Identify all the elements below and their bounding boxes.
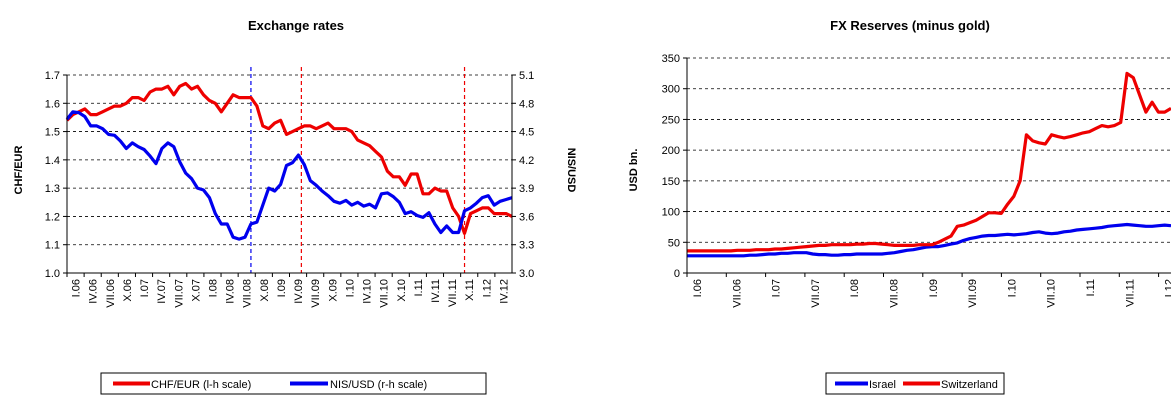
y-tick-label-right: 3.6 xyxy=(519,211,534,223)
series-line-nis-usd xyxy=(65,110,513,241)
x-tick-label: VII.10 xyxy=(1046,279,1058,308)
y-tick-label: 150 xyxy=(662,176,680,188)
x-tick-label: VII.11 xyxy=(1124,279,1136,307)
y-tick-label: 0 xyxy=(674,268,680,280)
x-tick-label: I.07 xyxy=(139,279,151,297)
x-tick-label: VII.11 xyxy=(447,279,459,307)
y-tick-label: 300 xyxy=(662,84,680,96)
chart-title: Exchange rates xyxy=(248,18,344,33)
grid xyxy=(687,57,1171,243)
x-tick-label: VII.07 xyxy=(173,279,185,308)
y-tick-label: 1.2 xyxy=(45,211,60,223)
x-tick-label: VII.06 xyxy=(731,279,743,308)
y-tick-label: 1.7 xyxy=(45,70,60,82)
x-tick-label: VII.08 xyxy=(889,279,901,308)
y-tick-label-right: 5.1 xyxy=(519,70,534,82)
y-axis-label: USD bn. xyxy=(628,149,640,192)
y-tick-label: 1.6 xyxy=(45,98,60,110)
y-tick-label-right: 4.5 xyxy=(519,127,534,139)
x-tick-label: I.06 xyxy=(692,279,704,297)
y-tick-label: 350 xyxy=(662,53,680,65)
fx-reserves-chart: FX Reserves (minus gold) 0 50 100 150 200 250… xyxy=(628,18,1171,395)
x-tick-label: X.11 xyxy=(464,279,476,301)
legend: CHF/EUR (l-h scale) NIS/USD (r-h scale) xyxy=(100,372,487,395)
y-tick-label: 250 xyxy=(662,114,680,126)
x-tick-label: VII.06 xyxy=(105,279,117,308)
y-tick-label: 50 xyxy=(668,237,680,249)
x-tick-label: I.12 xyxy=(1164,279,1171,297)
x-tick-labels: I.06 VII.06 I.07 VII.07 I.08 VII.08 I.09 VII.09… xyxy=(686,273,1171,308)
y-tick-label-right: 3.9 xyxy=(519,183,534,195)
series-line-chf-eur xyxy=(65,81,513,235)
y-tick-label: 1.1 xyxy=(45,240,60,252)
series-lines xyxy=(65,81,513,241)
y-tick-labels-left: 1.0 1.1 1.2 1.3 1.4 1.5 1.6 1.7 xyxy=(45,70,60,280)
y-axis-label-right: NIS/USD xyxy=(565,148,577,193)
x-tick-labels: I.06 IV.06 VII.06 X.06 I.07 IV.07 VII.07 X.07 I.… xyxy=(66,273,510,308)
x-tick-label: IV.07 xyxy=(156,279,168,304)
x-tick-label: VII.08 xyxy=(242,279,254,308)
y-tick-label-right: 4.2 xyxy=(519,155,534,167)
x-tick-label: X.06 xyxy=(122,279,134,302)
x-tick-label: I.06 xyxy=(71,279,83,297)
y-tick-label-right: 4.8 xyxy=(519,98,534,110)
x-tick-label: I.10 xyxy=(344,279,356,297)
x-tick-label: IV.09 xyxy=(293,279,305,304)
legend: Israel Switzerland xyxy=(825,372,1005,395)
y-axis-label: CHF/EUR xyxy=(13,146,25,195)
y-tick-label: 1.5 xyxy=(45,127,60,139)
y-tick-label: 100 xyxy=(662,207,680,219)
x-tick-label: X.09 xyxy=(327,279,339,302)
x-tick-label: I.11 xyxy=(1085,279,1097,297)
x-tick-label: IV.10 xyxy=(362,279,374,304)
x-tick-label: I.07 xyxy=(771,279,783,297)
y-tick-label: 1.4 xyxy=(45,155,60,167)
legend-label-switzerland: Switzerland xyxy=(941,379,998,391)
y-tick-label: 1.0 xyxy=(45,268,60,280)
x-tick-label: VII.10 xyxy=(379,279,391,308)
x-tick-label: I.10 xyxy=(1006,279,1018,297)
x-tick-label: X.10 xyxy=(396,279,408,302)
x-tick-label: IV.12 xyxy=(498,279,510,304)
axes xyxy=(63,74,516,274)
y-tick-label-right: 3.3 xyxy=(519,240,534,252)
series-line-switzerland xyxy=(687,71,1171,253)
exchange-rates-chart: Exchange rates 1.01.11.21.31.41.51.61.7 … xyxy=(13,18,577,395)
grid xyxy=(67,74,512,246)
x-tick-label: IV.06 xyxy=(88,279,100,304)
chart-title: FX Reserves (minus gold) xyxy=(830,18,990,33)
x-tick-label: I.08 xyxy=(208,279,220,297)
legend-label-israel: Israel xyxy=(869,379,896,391)
x-tick-label: VII.07 xyxy=(810,279,822,308)
legend-label-nis: NIS/USD (r-h scale) xyxy=(330,379,427,391)
legend-label-chf: CHF/EUR (l-h scale) xyxy=(151,379,251,391)
x-tick-label: X.08 xyxy=(259,279,271,302)
y-tick-label-right: 3.0 xyxy=(519,268,534,280)
x-tick-label: X.07 xyxy=(190,279,202,302)
x-tick-label: VII.09 xyxy=(310,279,322,308)
x-tick-label: VII.09 xyxy=(967,279,979,308)
x-tick-label: I.11 xyxy=(413,279,425,297)
series-line-israel xyxy=(687,222,1171,258)
y-tick-labels-right: 3.0 3.3 3.6 3.9 4.2 4.5 4.8 5.1 xyxy=(519,70,534,280)
x-tick-label: I.12 xyxy=(481,279,493,297)
y-tick-labels: 0 50 100 150 200 250 300 350 xyxy=(662,53,680,280)
y-tick-label: 200 xyxy=(662,145,680,157)
axes xyxy=(683,57,1171,274)
x-tick-label: IV.08 xyxy=(225,279,237,304)
y-tick-label: 1.3 xyxy=(45,183,60,195)
x-tick-label: IV.11 xyxy=(430,279,442,303)
x-tick-label: I.09 xyxy=(276,279,288,297)
event-lines xyxy=(250,67,466,273)
x-tick-label: I.08 xyxy=(849,279,861,297)
series-lines xyxy=(687,71,1171,258)
x-tick-label: I.09 xyxy=(928,279,940,297)
